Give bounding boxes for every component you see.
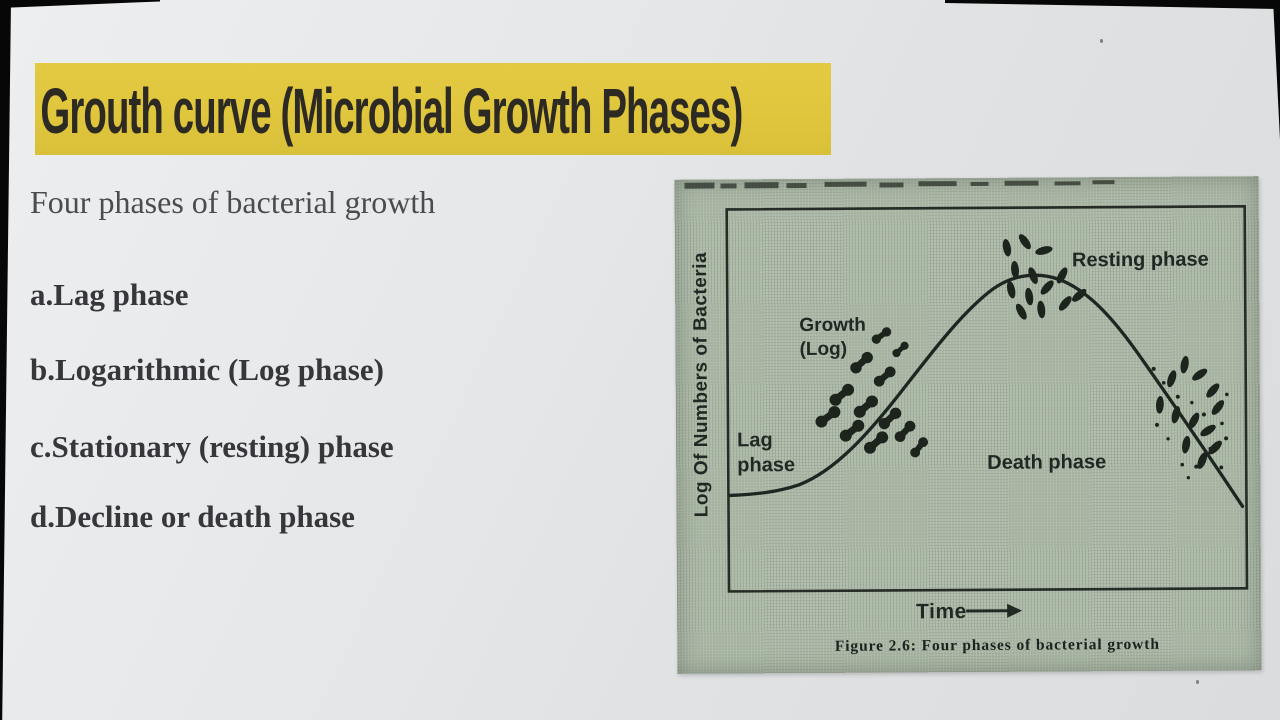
figure-x-axis-label: Time: [916, 600, 967, 623]
death-label: Death phase: [987, 451, 1106, 474]
growth-curve-figure: Log Of Numbers of Bacteria: [674, 176, 1262, 674]
growth-label-line2: (Log): [799, 339, 847, 360]
dust-speck: [1100, 39, 1103, 43]
lag-label-line2: phase: [737, 454, 795, 476]
phase-item-log: b.Logarithmic (Log phase): [30, 352, 384, 387]
phase-item-lag: a.Lag phase: [30, 277, 189, 312]
resting-label: Resting phase: [1072, 249, 1209, 272]
lag-label-line1: Lag: [737, 429, 773, 451]
screen-edge-left: [0, 0, 11, 720]
growth-curve-line: [728, 273, 1245, 508]
screen-edge-top-right: [945, 0, 1280, 9]
figure-caption: Figure 2.6: Four phases of bacterial gro…: [835, 636, 1160, 655]
plot-frame: [725, 204, 1249, 593]
dust-speck: [1196, 680, 1199, 684]
phase-item-death: d.Decline or death phase: [30, 499, 355, 534]
screen-edge-right: [1273, 0, 1280, 140]
growth-label-line1: Growth: [799, 315, 866, 336]
figure-y-axis-label: Log Of Numbers of Bacteria: [690, 252, 713, 517]
time-arrow-icon: [966, 603, 1023, 618]
scan-artifact-strip: [684, 180, 1115, 189]
bacteria-cluster-death-icon: [1151, 355, 1229, 480]
phase-item-stationary: c.Stationary (resting) phase: [30, 429, 394, 464]
screen-edge-top-left: [0, 0, 160, 8]
title-highlight: Grouth curve (Microbial Growth Phases): [35, 63, 831, 155]
slide-subtitle: Four phases of bacterial growth: [30, 184, 436, 220]
slide-title: Grouth curve (Microbial Growth Phases): [40, 75, 743, 147]
